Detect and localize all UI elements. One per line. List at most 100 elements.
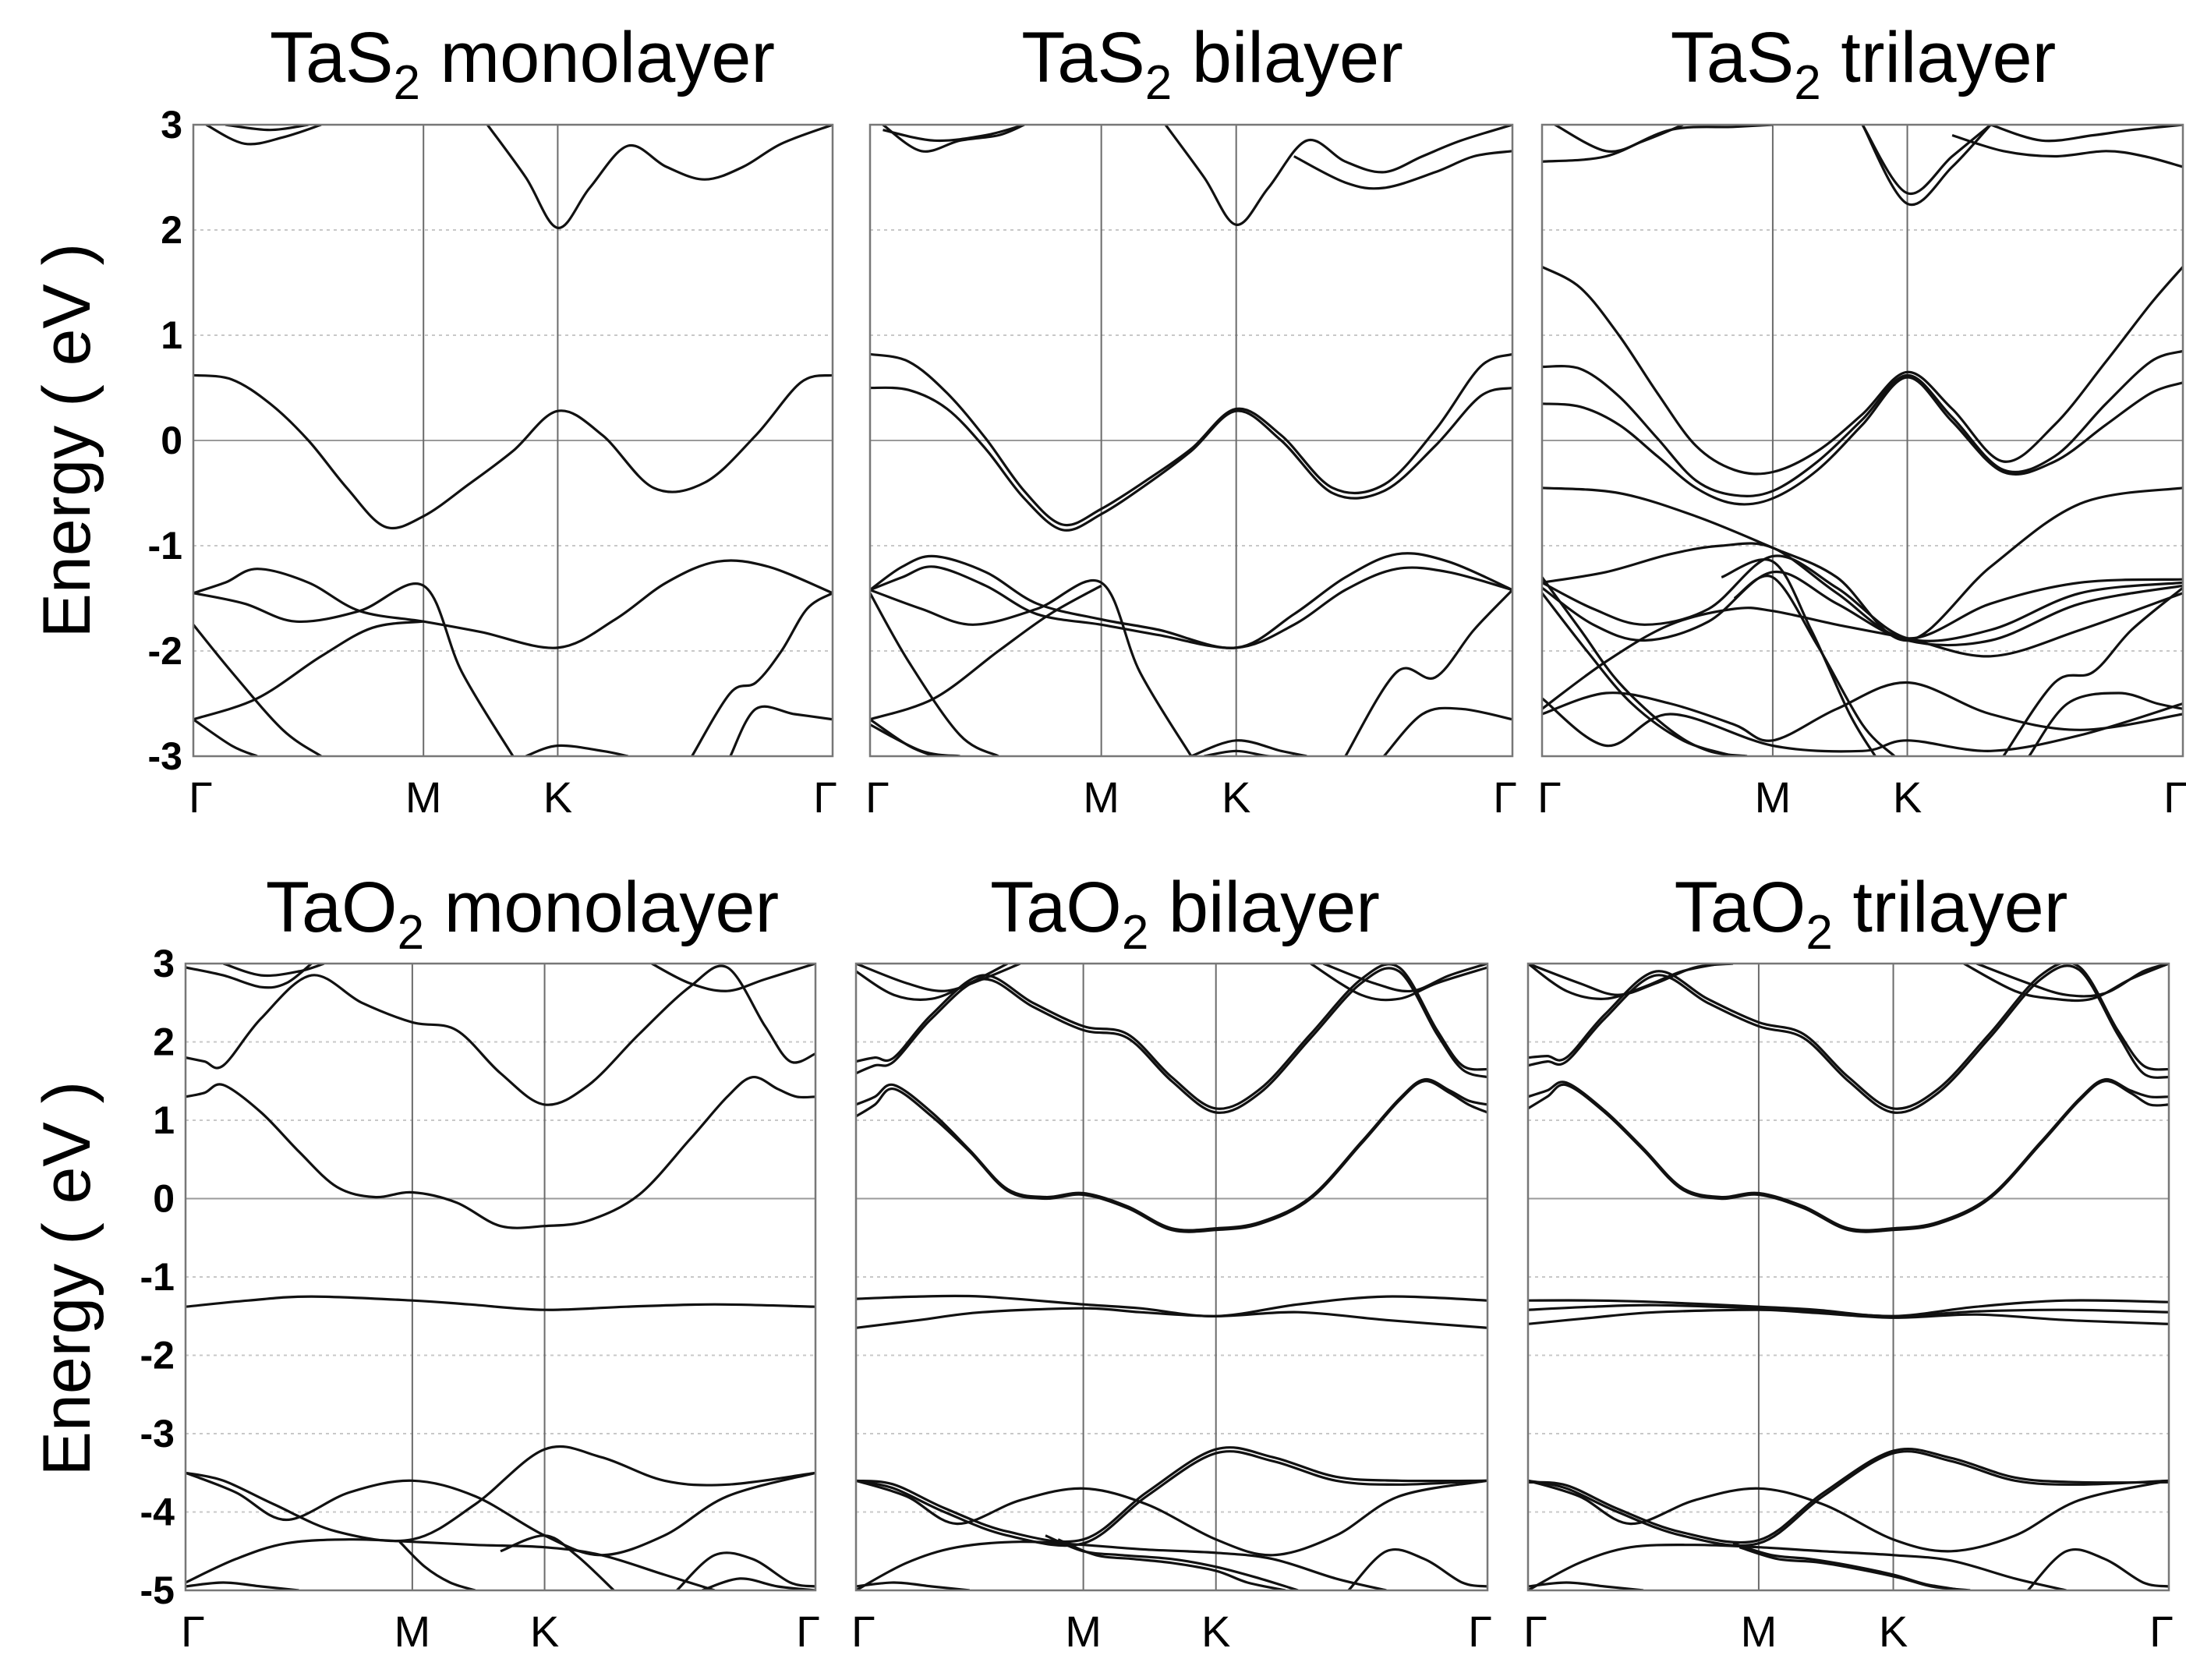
band-line-band-10 — [856, 1307, 1487, 1329]
x-tick-label: Γ — [1493, 773, 1517, 822]
band-line-band-6 — [193, 718, 258, 756]
band-line-band-14 — [1528, 1479, 2169, 1553]
x-tick-label: Γ — [851, 1607, 875, 1656]
band-line-band-9 — [1542, 681, 2183, 742]
band-line-band-1 — [186, 1076, 815, 1229]
band-line-band-10 — [1542, 576, 1748, 756]
band-line-band-4 — [1542, 486, 2183, 642]
y-tick-label: -4 — [140, 1491, 175, 1534]
band-line-band-3 — [1542, 376, 2183, 506]
band-line-band-6 — [186, 1295, 815, 1311]
y-tick-label: -3 — [148, 734, 182, 778]
band-line-band-3 — [1528, 964, 2169, 1114]
x-tick-label: M — [1741, 1607, 1777, 1656]
band-line-band-19 — [1861, 125, 1992, 207]
panel-title: TaS2 monolayer — [270, 18, 775, 110]
bands — [186, 964, 815, 1590]
band-line-band-14 — [856, 1540, 1387, 1590]
x-tick-label: M — [1755, 773, 1792, 822]
y-tick-label: 0 — [161, 419, 182, 462]
band-line-band-10 — [1190, 739, 1307, 756]
band-line-band-3 — [186, 964, 313, 989]
bands — [870, 125, 1512, 756]
band-line-band-11 — [398, 1540, 476, 1590]
band-line-band-13 — [856, 1479, 1487, 1557]
x-tick-label: M — [1065, 1607, 1102, 1656]
panel-frame — [1526, 962, 2170, 1592]
y-tick-label: -5 — [140, 1569, 175, 1612]
band-line-band-1 — [856, 1080, 1487, 1233]
band-line-band-16 — [1164, 125, 1512, 226]
band-line-band-9 — [186, 1538, 716, 1590]
y-tick-label: -2 — [140, 1334, 175, 1378]
band-line-band-14 — [1542, 697, 2183, 753]
panel-frame — [192, 123, 834, 758]
x-tick-label: K — [1879, 1607, 1908, 1656]
band-line-band-10 — [1528, 1303, 2169, 1317]
band-line-band-9 — [729, 705, 833, 756]
x-tick-label: K — [1201, 1607, 1230, 1656]
band-line-band-22 — [1990, 125, 2183, 143]
band-line-band-1 — [1542, 265, 2183, 476]
band-line-band-20 — [1861, 125, 1992, 196]
band-line-band-4 — [1528, 964, 2169, 1110]
panel-frame — [868, 123, 1514, 758]
band-line-band-2 — [1542, 349, 2183, 498]
band-line-band-2 — [193, 559, 833, 649]
band-line-band-21 — [1951, 133, 2183, 168]
panel-frame — [1540, 123, 2184, 758]
x-tick-label: M — [1083, 773, 1120, 822]
band-line-band-11 — [1528, 1308, 2169, 1325]
x-tick-label: K — [1893, 773, 1922, 822]
band-line-band-17 — [1739, 1546, 1971, 1590]
band-line-band-6 — [870, 592, 999, 756]
band-line-band-18 — [856, 1581, 970, 1590]
band-line-band-4 — [870, 565, 1512, 649]
band-line-band-13 — [1383, 706, 1512, 756]
band-line-band-7 — [186, 1445, 815, 1543]
band-line-band-2 — [1528, 1078, 2169, 1232]
band-line-band-8 — [186, 1471, 815, 1557]
panel-title: TaS2 trilayer — [1671, 18, 2057, 110]
x-tick-label: Γ — [189, 773, 213, 822]
band-line-band-8 — [1976, 964, 2169, 998]
band-line-band-4 — [193, 624, 322, 756]
band-line-band-7 — [525, 744, 628, 756]
panel-frame — [184, 962, 817, 1592]
band-line-band-4 — [856, 964, 1487, 1110]
band-line-band-13 — [676, 1551, 815, 1590]
band-line-band-12 — [856, 1446, 1487, 1544]
band-line-band-18 — [2027, 1547, 2169, 1590]
band-line-band-17 — [1293, 150, 1512, 190]
y-tick-label: -2 — [148, 629, 182, 673]
band-line-band-19 — [1528, 1581, 1644, 1590]
panel-title: TaO2 monolayer — [266, 868, 779, 960]
panel-frame — [854, 962, 1489, 1592]
band-line-band-1 — [870, 352, 1512, 527]
band-line-band-6 — [1542, 554, 2183, 642]
band-line-band-12 — [1528, 1450, 2169, 1547]
x-tick-label: Γ — [181, 1607, 205, 1656]
y-tick-label: 1 — [161, 313, 182, 357]
band-line-band-5 — [193, 620, 424, 721]
band-line-band-15 — [1528, 1544, 2067, 1590]
panel-2: Γ M K Γ TaS2 bilayer — [865, 18, 1517, 822]
band-line-band-4 — [223, 964, 325, 978]
y-tick-label: 0 — [153, 1177, 175, 1221]
panel-title: TaO2 trilayer — [1675, 868, 2068, 960]
band-line-band-9 — [1528, 1299, 2169, 1317]
bands — [1542, 125, 2183, 756]
band-line-band-13 — [1733, 575, 1896, 756]
x-tick-label: K — [1222, 773, 1250, 822]
x-tick-label: Γ — [2149, 1607, 2174, 1656]
band-line-band-2 — [186, 964, 815, 1106]
band-line-band-7 — [870, 584, 1102, 721]
band-line-band-10 — [205, 125, 322, 146]
band-line-band-17 — [1347, 1547, 1487, 1590]
band-line-band-8 — [1322, 964, 1487, 993]
band-line-band-9 — [856, 1294, 1487, 1317]
bands — [856, 964, 1487, 1590]
band-line-band-11 — [856, 1450, 1487, 1547]
band-line-band-15 — [2002, 586, 2183, 756]
x-tick-label: M — [394, 1607, 431, 1656]
